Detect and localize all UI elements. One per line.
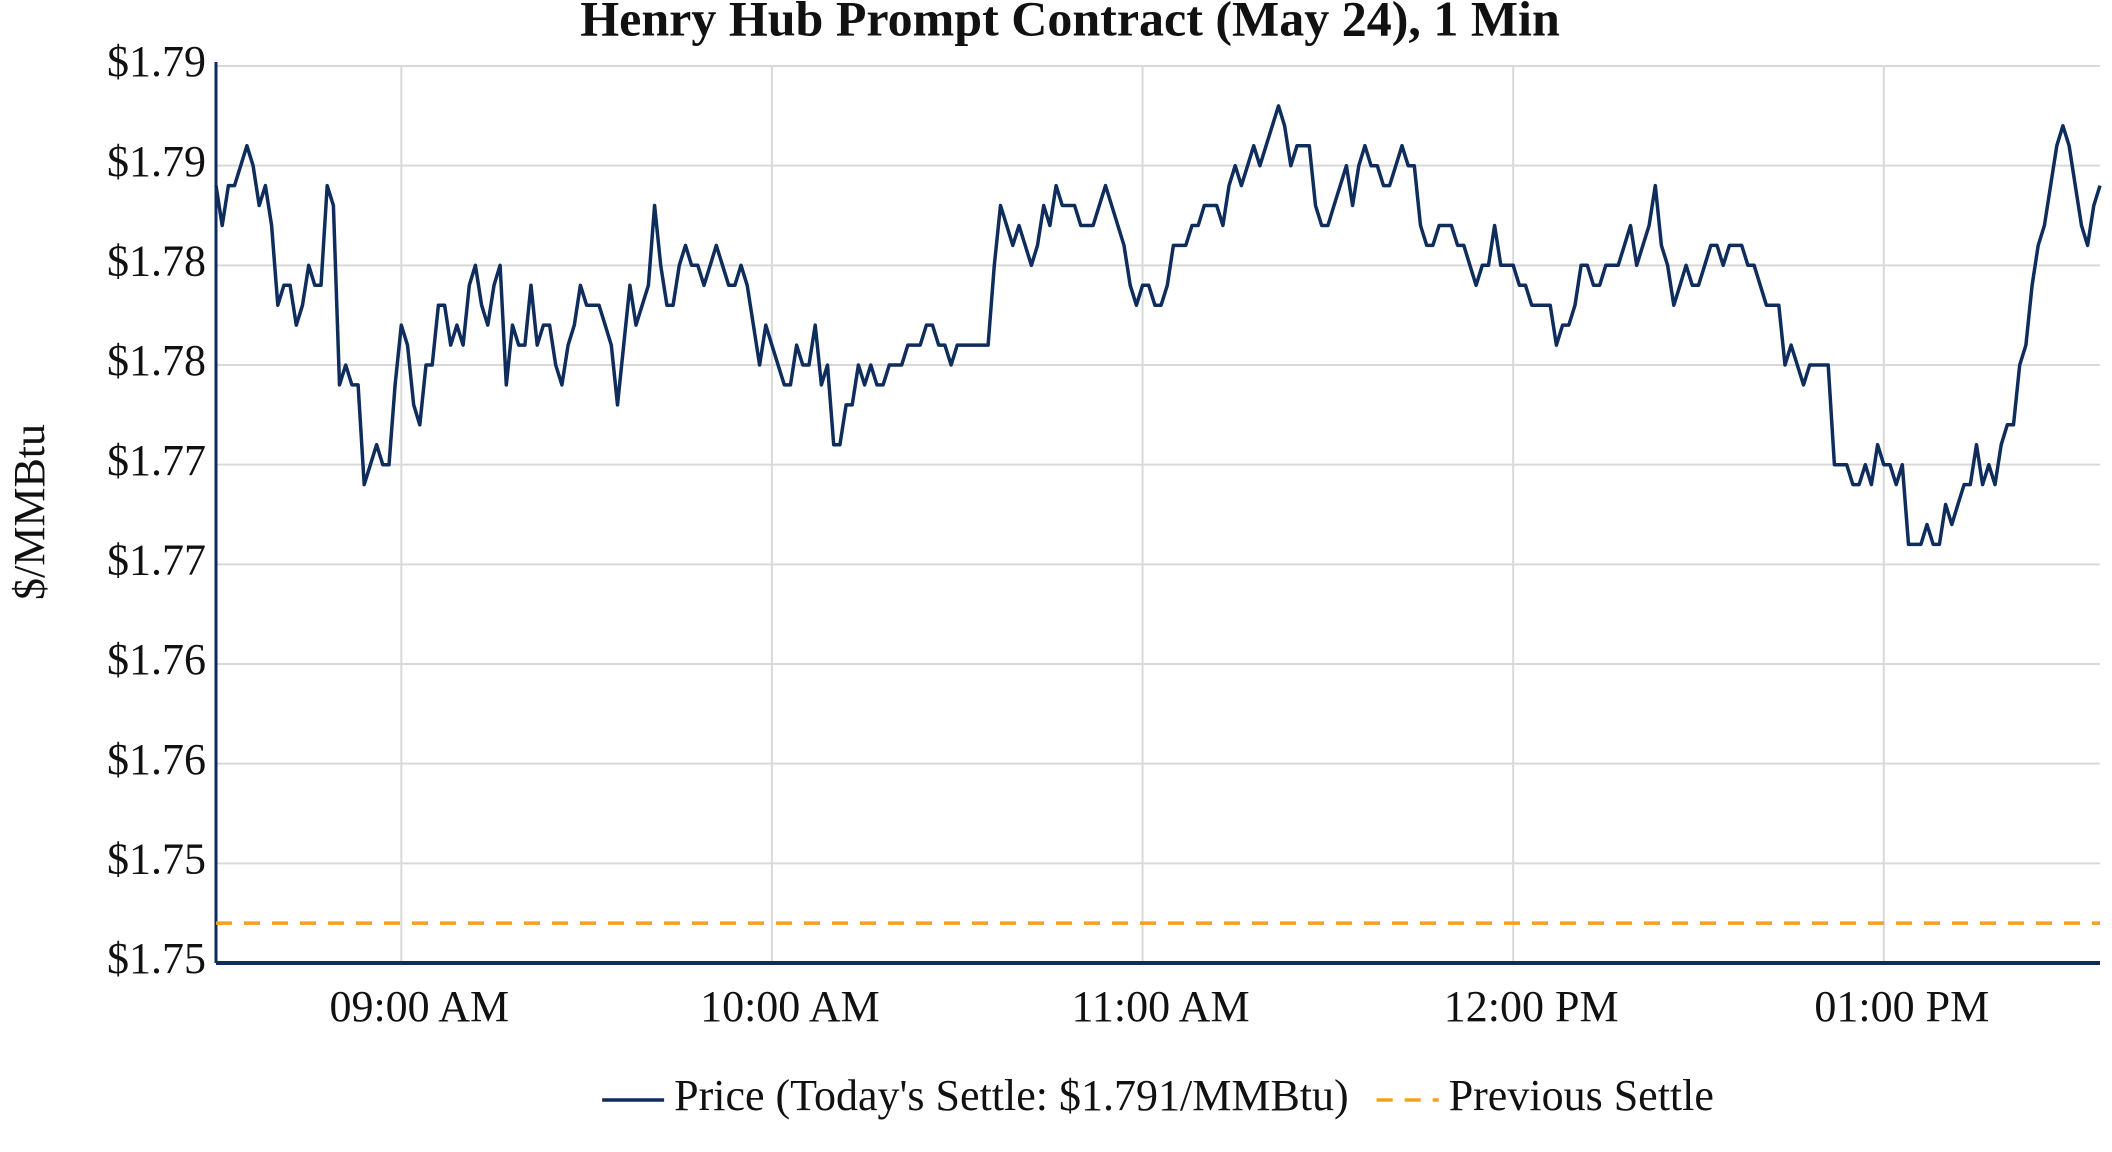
y-tick-label: $1.78 <box>107 236 206 285</box>
y-tick-label: $1.76 <box>107 635 206 684</box>
y-tick-label: $1.75 <box>107 834 206 883</box>
x-tick-label: 01:00 PM <box>1814 982 1989 1031</box>
x-tick-label: 11:00 AM <box>1072 982 1250 1031</box>
y-axis-label: $/MMBtu <box>5 424 54 600</box>
legend-label: Previous Settle <box>1449 1071 1714 1120</box>
price-line <box>214 104 2102 547</box>
chart-title: Henry Hub Prompt Contract (May 24), 1 Mi… <box>580 0 1560 46</box>
x-tick-label: 12:00 PM <box>1444 982 1619 1031</box>
y-tick-label: $1.79 <box>107 37 206 86</box>
y-tick-label: $1.78 <box>107 336 206 385</box>
y-tick-label: $1.77 <box>107 436 206 485</box>
y-tick-label: $1.79 <box>107 137 206 186</box>
x-tick-label: 10:00 AM <box>700 982 880 1031</box>
y-tick-label: $1.77 <box>107 535 206 584</box>
legend-label: Price (Today's Settle: $1.791/MMBtu) <box>674 1071 1349 1120</box>
y-tick-label: $1.76 <box>107 735 206 784</box>
y-tick-label: $1.75 <box>107 934 206 983</box>
x-tick-label: 09:00 AM <box>329 982 509 1031</box>
